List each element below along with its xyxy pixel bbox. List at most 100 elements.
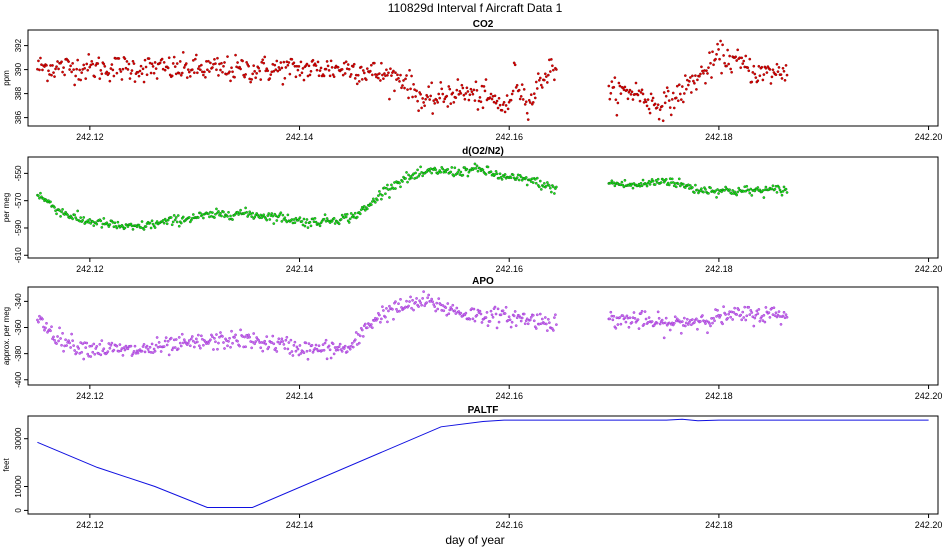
data-point	[163, 68, 167, 72]
data-point	[639, 312, 643, 315]
data-point	[336, 348, 340, 352]
data-point	[159, 350, 163, 353]
data-point	[513, 63, 517, 67]
data-point	[141, 345, 145, 348]
panel-title: d(O2/N2)	[462, 146, 504, 157]
data-point	[162, 61, 166, 64]
data-point	[373, 61, 376, 65]
data-point	[76, 209, 80, 213]
data-point	[621, 314, 625, 318]
data-point	[191, 339, 195, 343]
data-point	[131, 59, 135, 63]
data-point	[748, 57, 752, 61]
data-point	[265, 218, 269, 222]
data-point	[712, 63, 715, 67]
data-point	[726, 316, 729, 320]
data-point	[682, 92, 686, 95]
data-point	[637, 89, 641, 93]
data-point	[449, 170, 453, 174]
data-point	[132, 62, 136, 65]
data-point	[510, 320, 514, 324]
data-point	[119, 70, 123, 73]
data-point	[269, 73, 273, 76]
data-point	[202, 216, 205, 220]
data-point	[478, 309, 482, 313]
data-point	[351, 345, 355, 349]
data-point	[744, 54, 748, 58]
data-point	[353, 211, 357, 215]
data-point	[208, 70, 211, 73]
data-point	[735, 59, 739, 62]
data-point	[633, 317, 637, 320]
x-tick-label: 242.16	[495, 520, 523, 530]
data-point	[473, 99, 477, 102]
data-point	[751, 71, 755, 74]
data-point	[712, 316, 715, 320]
data-point	[758, 74, 762, 78]
data-point	[706, 72, 709, 75]
data-point	[211, 66, 214, 69]
data-point	[49, 329, 52, 333]
data-point	[361, 335, 365, 338]
data-point	[493, 305, 497, 309]
data-point	[244, 345, 247, 349]
data-point	[515, 83, 519, 87]
data-point	[191, 213, 195, 216]
data-point	[533, 178, 537, 181]
data-point	[422, 101, 425, 104]
data-point	[517, 88, 521, 92]
data-point	[414, 300, 417, 304]
data-point	[314, 64, 318, 67]
data-point	[614, 98, 618, 102]
data-point	[216, 347, 219, 351]
data-point	[726, 48, 729, 52]
data-point	[414, 95, 417, 98]
figure-title: 110829d Interval f Aircraft Data 1	[388, 1, 563, 15]
data-point	[716, 42, 719, 46]
data-point	[201, 337, 204, 341]
data-point	[437, 92, 441, 96]
data-point	[457, 168, 461, 172]
data-point	[219, 68, 222, 72]
data-point	[284, 338, 288, 342]
data-point	[625, 314, 629, 318]
data-point	[59, 215, 62, 218]
data-point	[233, 336, 236, 339]
data-point	[365, 326, 369, 330]
data-point	[377, 194, 380, 197]
data-point	[503, 312, 507, 315]
data-point	[226, 344, 229, 348]
data-point	[266, 214, 270, 218]
data-point	[375, 75, 378, 79]
data-point	[473, 319, 477, 323]
data-point	[257, 66, 261, 70]
data-point	[532, 319, 536, 323]
data-point	[100, 72, 104, 76]
data-point	[314, 220, 318, 224]
data-point	[399, 297, 402, 301]
data-point	[446, 105, 450, 108]
data-point	[522, 88, 526, 91]
data-point	[108, 346, 112, 350]
data-point	[221, 335, 224, 338]
data-point	[231, 341, 234, 345]
data-point	[642, 322, 646, 326]
data-point	[412, 82, 415, 86]
data-point	[407, 96, 410, 100]
data-point	[651, 96, 655, 100]
data-point	[161, 219, 165, 222]
data-point	[81, 68, 85, 71]
data-point	[213, 216, 216, 219]
data-point	[475, 313, 479, 317]
data-point	[261, 349, 265, 353]
data-point	[785, 73, 789, 77]
data-point	[166, 66, 170, 70]
data-point	[484, 316, 488, 319]
data-point	[233, 75, 236, 79]
data-point	[179, 344, 183, 348]
data-point	[663, 101, 667, 105]
data-point	[643, 310, 647, 313]
data-point	[727, 312, 730, 316]
data-point	[452, 174, 456, 178]
data-point	[640, 309, 644, 313]
